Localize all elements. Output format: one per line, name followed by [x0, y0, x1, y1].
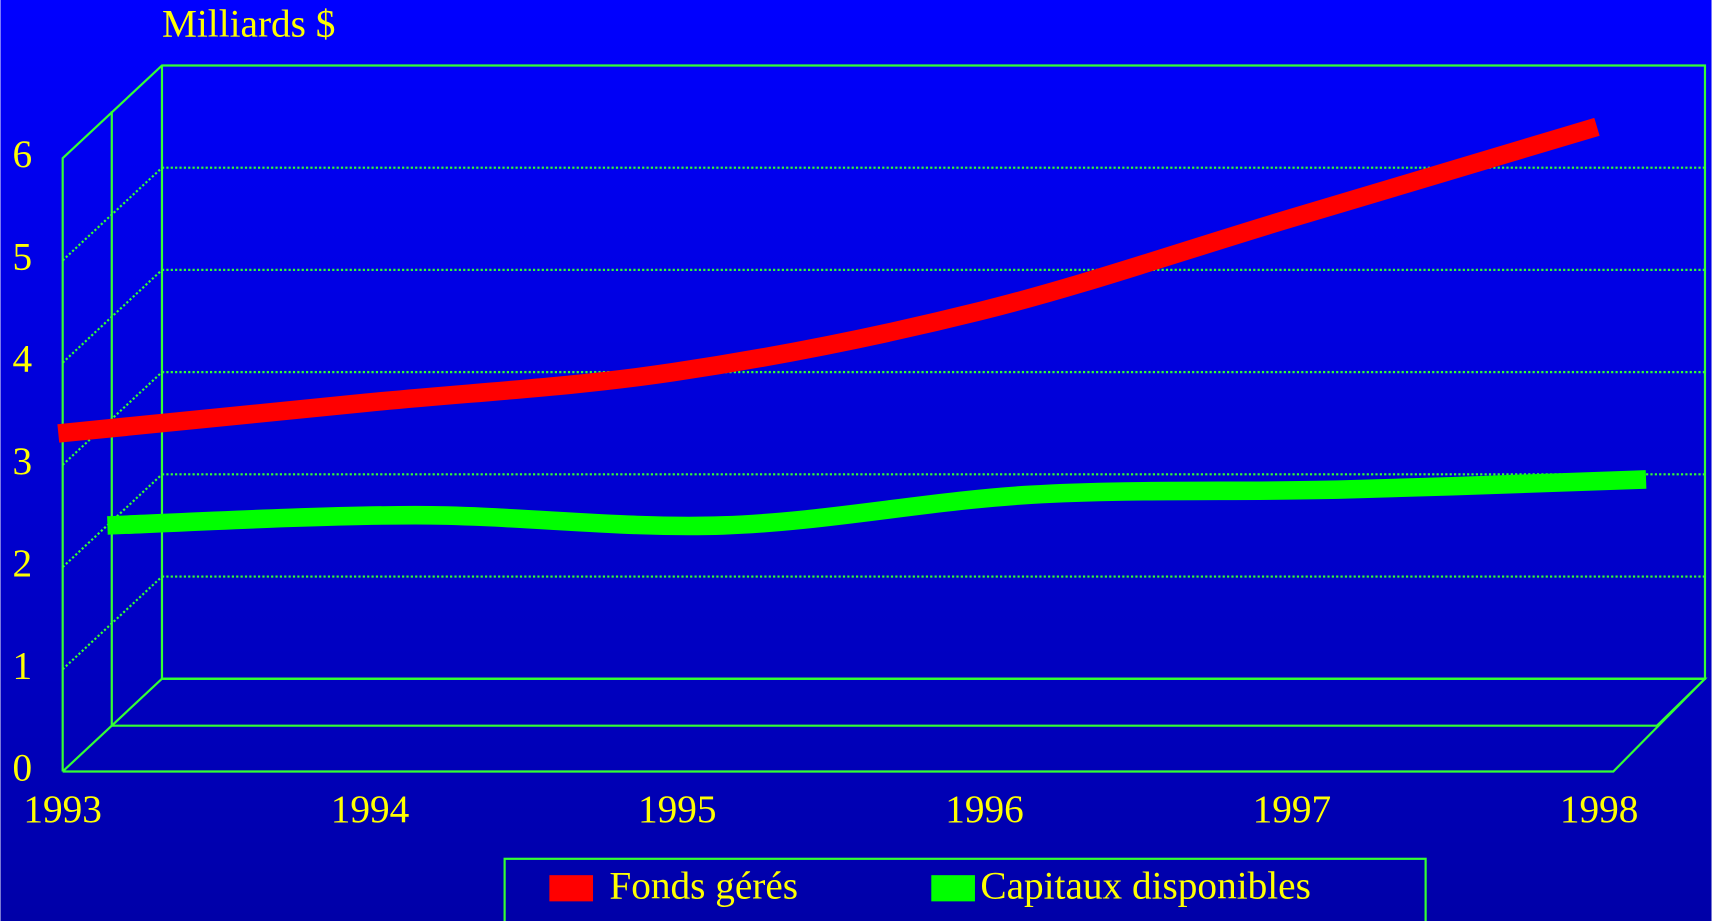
grid-line [61, 371, 163, 466]
series-line [107, 470, 1647, 536]
y-tick-label: 6 [12, 133, 32, 176]
y-tick-label: 3 [12, 440, 32, 483]
y-tick-label: 1 [12, 644, 32, 687]
series-line [57, 117, 1600, 443]
x-tick-label: 1998 [1560, 788, 1639, 831]
grid-line [61, 269, 163, 364]
x-tick-label: 1995 [638, 788, 717, 831]
grid-line [61, 166, 163, 262]
y-tick-label: 2 [12, 542, 32, 585]
legend-label: Fonds gérés [609, 864, 798, 907]
legend-swatch [549, 875, 594, 902]
grid-line [61, 575, 163, 671]
grid-line [61, 473, 163, 568]
x-tick-label: 1997 [1253, 788, 1332, 831]
y-tick-label: 5 [12, 235, 32, 278]
legend-label: Capitaux disponibles [980, 864, 1310, 907]
legend-swatch [931, 875, 975, 902]
x-tick-label: 1993 [23, 788, 102, 831]
inner-floor [111, 677, 1706, 727]
y-tick-label: 0 [12, 747, 32, 790]
y-axis-label: Milliards $ [162, 2, 335, 45]
y-tick-label: 4 [12, 338, 32, 381]
legend-box [503, 857, 1427, 921]
x-tick-label: 1996 [945, 788, 1024, 831]
x-tick-label: 1994 [331, 788, 410, 831]
